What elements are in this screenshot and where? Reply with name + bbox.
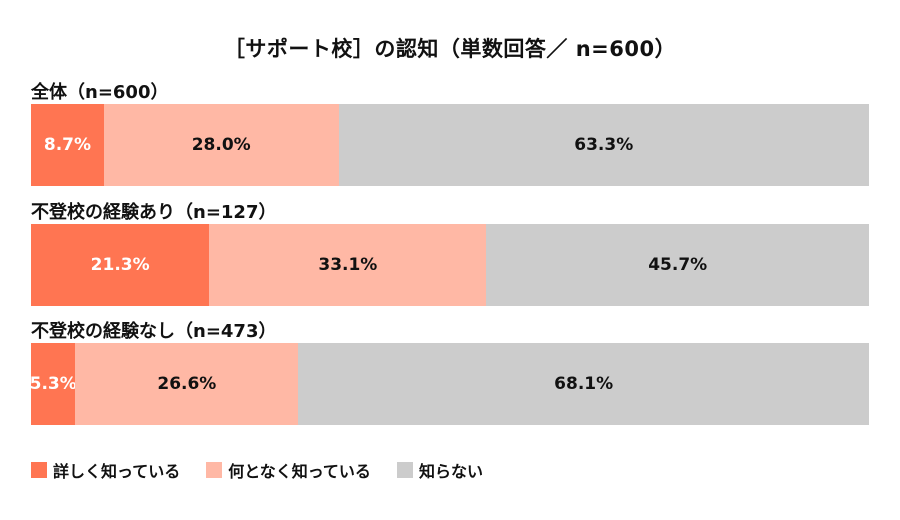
chart-title: ［サポート校］の認知（単数回答／ n=600） — [223, 37, 677, 61]
legend-swatch-icon — [206, 462, 223, 478]
segment-know-somewhat: 28.0% — [103, 104, 339, 186]
segment-dont-know: 68.1% — [298, 343, 869, 425]
legend: 詳しく知っている 何となく知っている 知らない — [31, 458, 509, 482]
bar-with-experience: 21.3% 33.1% 45.7% — [31, 224, 869, 306]
segment-know-somewhat: 33.1% — [209, 224, 487, 306]
segment-know-somewhat: 26.6% — [75, 343, 299, 425]
legend-item-dont-know: 知らない — [396, 458, 483, 482]
segment-dont-know: 63.3% — [338, 104, 869, 186]
legend-label: 詳しく知っている — [53, 462, 181, 481]
segment-know-well: 21.3% — [31, 224, 210, 306]
segment-know-well: 8.7% — [31, 104, 104, 186]
group-label-with-experience: 不登校の経験あり（n=127） — [31, 202, 277, 223]
segment-know-well: 5.3% — [30, 343, 77, 425]
legend-item-know-somewhat: 何となく知っている — [206, 458, 371, 482]
legend-label: 知らない — [418, 462, 483, 481]
legend-swatch-icon — [31, 462, 47, 478]
group-label-all: 全体（n=600） — [31, 82, 169, 103]
bar-without-experience: 5.3% 26.6% 68.1% — [30, 343, 869, 425]
bar-all: 8.7% 28.0% 63.3% — [31, 104, 869, 186]
legend-label: 何となく知っている — [228, 462, 371, 481]
group-label-without-experience: 不登校の経験なし（n=473） — [31, 321, 277, 342]
legend-swatch-icon — [396, 462, 413, 478]
legend-item-know-well: 詳しく知っている — [31, 458, 180, 482]
segment-dont-know: 45.7% — [486, 224, 869, 306]
